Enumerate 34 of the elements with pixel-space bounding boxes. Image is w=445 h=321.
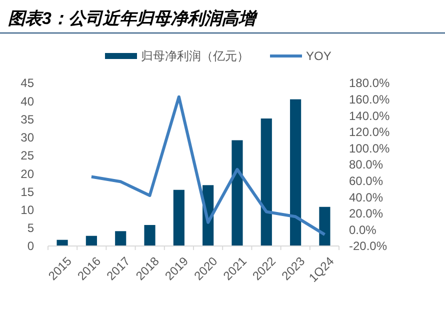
y-tick-label: 40 <box>20 94 34 108</box>
y2-tick-label: -20.0% <box>349 239 388 254</box>
bar <box>290 99 302 246</box>
bar <box>319 206 330 246</box>
y2-tick-label: 140.0% <box>349 108 390 123</box>
bar <box>115 231 126 246</box>
y-tick-label: 15 <box>20 184 34 199</box>
y2-tick-label: 160.0% <box>349 92 390 106</box>
bar <box>56 240 68 246</box>
line-series <box>90 95 326 236</box>
y-tick-label: 10 <box>20 202 34 217</box>
y-tick-label: 35 <box>20 112 34 126</box>
y2-tick-label: 100.0% <box>349 141 390 156</box>
y-tick-label: 30 <box>20 130 34 145</box>
y2-tick-label: 0.0% <box>349 222 377 237</box>
legend-label: 归母净利润（亿元） <box>141 49 249 64</box>
legend-label: YOY <box>306 49 332 64</box>
chart-title: 图表3：公司近年归母净利润高增 <box>8 9 258 28</box>
y-tick-label: 5 <box>27 221 34 236</box>
y2-tick-label: 60.0% <box>349 174 384 188</box>
bar <box>232 140 243 246</box>
y-tick-label: 20 <box>20 166 34 181</box>
bar <box>144 224 156 246</box>
y-tick-label: 0 <box>27 239 34 254</box>
y2-tick-label: 120.0% <box>349 125 390 140</box>
y2-tick-label: 180.0% <box>349 76 390 90</box>
bar <box>86 236 97 246</box>
bar <box>173 190 184 246</box>
bar <box>260 118 272 246</box>
y2-tick-label: 80.0% <box>349 158 384 172</box>
y2-tick-label: 20.0% <box>349 206 384 221</box>
y-tick-label: 25 <box>20 148 34 163</box>
y2-tick-label: 40.0% <box>349 190 384 204</box>
y-tick-label: 45 <box>20 76 34 90</box>
